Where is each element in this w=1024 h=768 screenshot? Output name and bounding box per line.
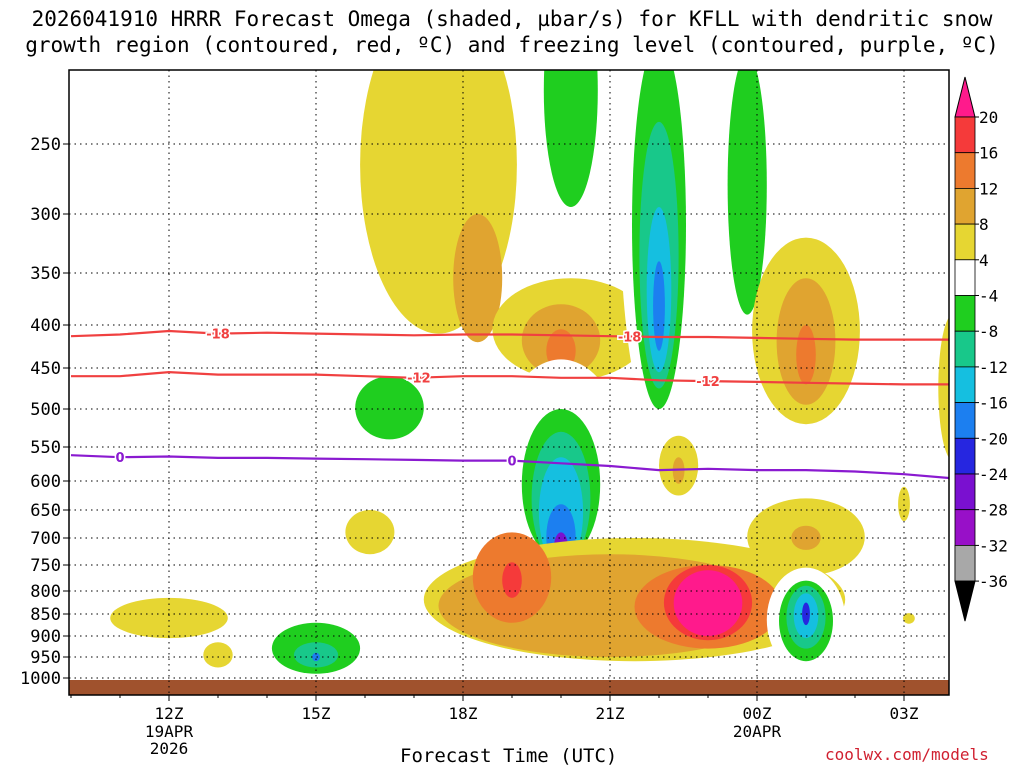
colorbar-swatch-11: [954, 509, 976, 546]
colorbar-label--32: -32: [979, 536, 1008, 555]
x-tick-sublabel-20APR: 20APR: [733, 722, 782, 741]
omega-region-11: [653, 261, 665, 351]
colorbar-swatch-10: [954, 473, 976, 511]
y-tick-label-1000: 1000: [20, 669, 61, 689]
plot-frame: [68, 69, 950, 696]
colorbar-swatch-8: [954, 402, 976, 439]
x-tick-label-03Z: 03Z: [890, 704, 919, 723]
colorbar-swatch-5: [954, 295, 976, 332]
omega-region-16: [796, 325, 816, 385]
colorbar-swatch-gray: [954, 545, 976, 582]
colorbar-label--24: -24: [979, 465, 1008, 484]
x-tick-sublabel-19APR: 19APR: [145, 722, 194, 741]
x-tick-label-15Z: 15Z: [302, 704, 331, 723]
omega-region-49: [898, 486, 910, 522]
colorbar-label--12: -12: [979, 358, 1008, 377]
x-tick-label-21Z: 21Z: [596, 704, 625, 723]
y-tick-label-650: 650: [30, 501, 61, 521]
y-tick-label-600: 600: [30, 472, 61, 492]
y-tick-label-350: 350: [30, 264, 61, 284]
colorbar-swatch-3: [954, 223, 976, 261]
y-tick-label-900: 900: [30, 627, 61, 647]
y-tick-label-250: 250: [30, 135, 61, 155]
y-axis: 2503003504004505005506006507007508008509…: [20, 135, 69, 689]
colorbar-swatch-1: [954, 152, 976, 189]
y-tick-label-800: 800: [30, 582, 61, 602]
omega-region-3: [543, 70, 598, 207]
temperature-contours: -18 -18 -12 -12 0 0: [70, 326, 949, 480]
y-tick-label-450: 450: [30, 359, 61, 379]
credit-link[interactable]: coolwx.com/models: [825, 745, 989, 764]
x-tick-sublabel-2026: 2026: [150, 739, 189, 758]
colorbar-swatch-7: [954, 366, 976, 403]
colorbar-label-4: 4: [979, 251, 989, 270]
x-tick-label-12Z: 12Z: [155, 704, 184, 723]
contour-line-0: [70, 454, 949, 480]
omega-region-34: [673, 570, 743, 636]
colorbar-label--28: -28: [979, 501, 1008, 520]
chart-title-line1: 2026041910 HRRR Forecast Omega (shaded, …: [31, 7, 993, 31]
colorbar-swatch-2: [954, 187, 976, 225]
colorbar-swatch-9: [954, 437, 976, 475]
contour-line-minus12: [71, 370, 949, 386]
colorbar-top-arrow: [954, 76, 976, 118]
colorbar-label-12: 12: [979, 179, 998, 198]
contour-label-0-1: 0: [507, 455, 516, 470]
y-tick-label-850: 850: [30, 605, 61, 625]
colorbar-label--16: -16: [979, 394, 1008, 413]
colorbar-swatch-4: [954, 259, 976, 296]
omega-shading: [110, 70, 949, 678]
omega-region-27: [345, 509, 395, 555]
x-tick-label-18Z: 18Z: [449, 704, 478, 723]
omega-region-48: [938, 317, 949, 458]
contour-label-minus12-0: -12: [407, 372, 431, 387]
y-tick-label-750: 750: [30, 556, 61, 576]
omega-region-51: [945, 629, 949, 651]
omega-region-50: [903, 613, 915, 624]
colorbar-swatch-0: [954, 116, 976, 154]
colorbar-label--20: -20: [979, 429, 1008, 448]
colorbar-label--8: -8: [979, 322, 998, 341]
omega-region-31: [502, 562, 522, 598]
colorbar-label--36: -36: [979, 572, 1008, 591]
y-tick-label-700: 700: [30, 529, 61, 549]
x-axis-label: Forecast Time (UTC): [400, 745, 618, 767]
omega-region-18: [355, 376, 424, 440]
y-tick-label-400: 400: [30, 316, 61, 336]
contour-label-minus18-1: -18: [618, 331, 642, 346]
chart-title: 2026041910 HRRR Forecast Omega (shaded, …: [0, 6, 1024, 58]
contour-label-0-0: 0: [115, 451, 124, 466]
contour-label-minus12-1: -12: [696, 375, 720, 390]
omega-region-45: [312, 652, 320, 662]
omega-region-46: [110, 597, 228, 639]
x-tick-label-00Z: 00Z: [743, 704, 772, 723]
colorbar-bottom-arrow: [954, 580, 976, 622]
y-tick-label-300: 300: [30, 205, 61, 225]
colorbar: 20 16 12 8 4 -4 -8 -12 -16 -20 -24 -28 -32 -36: [954, 76, 1008, 622]
contour-line-minus18: [70, 329, 949, 341]
ground-surface: [69, 680, 949, 695]
grid-lines: [69, 70, 949, 695]
colorbar-label-8: 8: [979, 215, 989, 234]
omega-region-1: [453, 214, 503, 343]
y-tick-label-950: 950: [30, 648, 61, 668]
colorbar-label-20: 20: [979, 108, 998, 127]
colorbar-label-16: 16: [979, 144, 998, 163]
y-tick-label-550: 550: [30, 438, 61, 458]
omega-region-47: [203, 642, 233, 668]
contour-label-minus18-0: -18: [206, 328, 230, 343]
colorbar-label--4: -4: [979, 287, 998, 306]
omega-region-13: [727, 70, 767, 315]
chart-title-line2: growth region (contoured, red, ºC) and f…: [25, 33, 999, 57]
colorbar-swatch-6: [954, 330, 976, 368]
y-tick-label-500: 500: [30, 400, 61, 420]
